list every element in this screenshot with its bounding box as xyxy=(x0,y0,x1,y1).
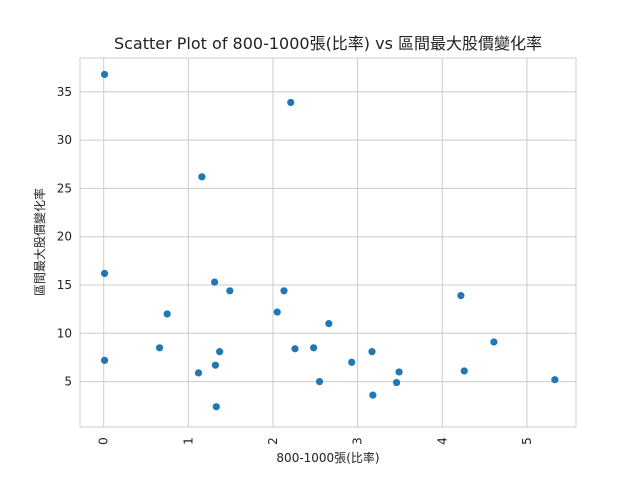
data-point xyxy=(194,369,203,377)
x-tick-label: 5 xyxy=(520,437,534,445)
y-tick-labels: 5 10 15 20 25 30 35 xyxy=(57,85,72,389)
chart-title: Scatter Plot of 800-1000張(比率) vs 區間最大股價變… xyxy=(114,34,542,53)
data-point xyxy=(216,348,224,356)
x-tick-label: 3 xyxy=(351,437,365,445)
data-point xyxy=(155,344,164,352)
y-tick-label: 20 xyxy=(57,230,72,244)
data-point xyxy=(551,376,559,384)
data-point xyxy=(100,269,109,278)
data-point xyxy=(211,361,220,369)
y-tick-label: 10 xyxy=(57,326,72,340)
data-point xyxy=(325,320,333,328)
data-points xyxy=(100,70,559,411)
data-point xyxy=(310,344,318,352)
x-tick-label: 0 xyxy=(97,437,111,445)
x-tick-label: 1 xyxy=(181,437,195,445)
x-axis-label: 800-1000張(比率) xyxy=(276,450,379,465)
data-point xyxy=(315,377,324,386)
data-point xyxy=(198,173,206,181)
data-point xyxy=(368,348,376,356)
plot-frame xyxy=(79,57,577,428)
data-point xyxy=(457,292,465,300)
data-point xyxy=(369,391,377,399)
data-point xyxy=(287,98,295,107)
data-point xyxy=(273,308,281,316)
data-point xyxy=(212,403,220,411)
y-tick-label: 25 xyxy=(57,181,72,195)
data-point xyxy=(490,338,498,346)
y-tick-label: 30 xyxy=(57,133,72,147)
data-point xyxy=(226,287,234,295)
data-point xyxy=(291,345,299,353)
x-tick-labels: 0 1 2 3 4 5 xyxy=(97,437,534,445)
data-point xyxy=(163,310,171,318)
x-tick-label: 2 xyxy=(266,437,280,445)
grid xyxy=(80,58,576,427)
x-tick-label: 4 xyxy=(435,437,449,445)
data-point xyxy=(348,358,356,366)
data-point xyxy=(100,70,109,79)
data-point xyxy=(280,287,288,295)
data-point xyxy=(460,367,468,375)
data-point xyxy=(100,356,109,364)
data-point xyxy=(392,378,401,387)
y-axis-label: 區間最大股價變化率 xyxy=(32,188,47,296)
y-tick-label: 15 xyxy=(57,278,72,292)
data-point xyxy=(395,368,403,376)
data-point xyxy=(210,278,219,286)
y-tick-label: 35 xyxy=(57,85,72,99)
y-tick-label: 5 xyxy=(64,375,72,389)
